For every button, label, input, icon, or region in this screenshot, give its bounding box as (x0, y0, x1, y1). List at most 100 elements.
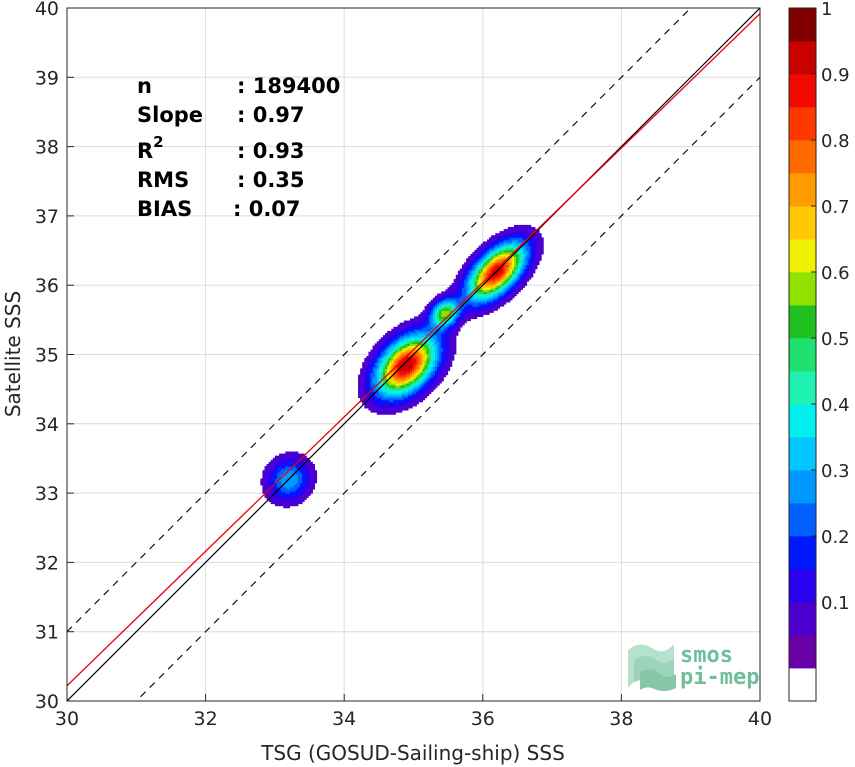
density-cell (380, 364, 384, 367)
density-cell (464, 272, 467, 276)
density-cell (497, 287, 501, 290)
density-cell (474, 262, 478, 266)
density-cell (532, 251, 536, 255)
density-cell (389, 335, 392, 338)
density-cell (522, 258, 525, 261)
density-cell (297, 501, 301, 505)
density-cell (441, 357, 444, 361)
density-cell (462, 287, 465, 290)
density-cell (399, 395, 403, 399)
colorbar-segment (789, 8, 816, 42)
density-cell (418, 391, 422, 394)
density-cell (439, 362, 442, 365)
density-cell (301, 472, 305, 475)
density-cell (420, 341, 424, 345)
density-cell (420, 399, 424, 403)
density-cell (449, 364, 453, 367)
density-cell (279, 478, 282, 482)
density-cell (441, 351, 444, 355)
density-cell (528, 233, 532, 236)
density-cell (368, 399, 372, 403)
density-cell (399, 328, 403, 332)
density-cell (447, 316, 451, 320)
density-cell (468, 287, 471, 290)
density-cell (420, 353, 424, 357)
colorbar-segment (789, 305, 816, 339)
density-cell (513, 272, 517, 276)
density-cell (378, 357, 382, 361)
density-cell (385, 362, 388, 365)
density-cell (424, 355, 428, 359)
density-cell (462, 295, 465, 299)
density-cell (405, 345, 409, 349)
density-cell (449, 362, 453, 365)
density-cell (538, 243, 542, 247)
density-cell (501, 256, 505, 259)
density-cell (418, 343, 422, 347)
density-cell (401, 376, 405, 380)
density-cell (491, 305, 494, 309)
density-cell (434, 380, 438, 384)
density-cell (272, 501, 276, 505)
density-cell (264, 470, 268, 473)
density-cell (293, 491, 297, 494)
density-cell (439, 314, 442, 317)
density-cell (283, 457, 286, 461)
density-cell (526, 241, 530, 245)
density-cell (387, 353, 390, 357)
density-cell (279, 493, 282, 496)
density-cell (441, 378, 444, 382)
density-cell (470, 264, 474, 268)
density-cell (447, 366, 451, 369)
density-cell (260, 482, 264, 486)
density-cell (437, 326, 440, 330)
density-cell (380, 370, 384, 374)
density-cell (393, 384, 397, 388)
density-cell (274, 484, 278, 488)
density-cell (455, 333, 459, 336)
density-cell (441, 353, 444, 357)
density-cell (283, 505, 286, 509)
density-cell (432, 355, 436, 359)
density-cell (486, 245, 490, 249)
density-cell (416, 318, 419, 322)
density-cell (289, 482, 293, 486)
density-cell (412, 378, 415, 382)
density-cell (264, 484, 268, 488)
density-cell (426, 393, 430, 396)
density-cell (428, 347, 432, 351)
density-cell (505, 276, 509, 280)
density-cell (505, 251, 509, 255)
density-cell (443, 333, 446, 336)
density-cell (422, 328, 426, 332)
density-cell (541, 237, 544, 241)
density-cell (491, 303, 494, 307)
density-cell (407, 370, 411, 374)
density-cell (459, 283, 463, 286)
density-cell (451, 320, 455, 324)
density-cell (422, 335, 426, 338)
density-cell (439, 328, 442, 332)
density-cell (530, 243, 534, 247)
density-cell (414, 366, 417, 369)
density-cell (430, 368, 434, 372)
density-cell (380, 339, 384, 342)
density-cell (522, 264, 525, 268)
density-cell (387, 382, 390, 386)
density-cell (476, 247, 480, 251)
density-cell (428, 357, 432, 361)
density-cell (489, 245, 492, 249)
density-cell (428, 320, 432, 324)
density-cell (397, 384, 401, 388)
density-cell (536, 249, 540, 253)
density-cell (285, 497, 288, 500)
density-cell (430, 357, 434, 361)
density-cell (505, 268, 509, 272)
density-cell (432, 364, 436, 367)
density-cell (453, 320, 457, 324)
density-cell (264, 495, 268, 498)
density-cell (449, 318, 453, 322)
density-cell (393, 355, 397, 359)
density-cell (530, 226, 534, 230)
density-cell (532, 258, 536, 261)
